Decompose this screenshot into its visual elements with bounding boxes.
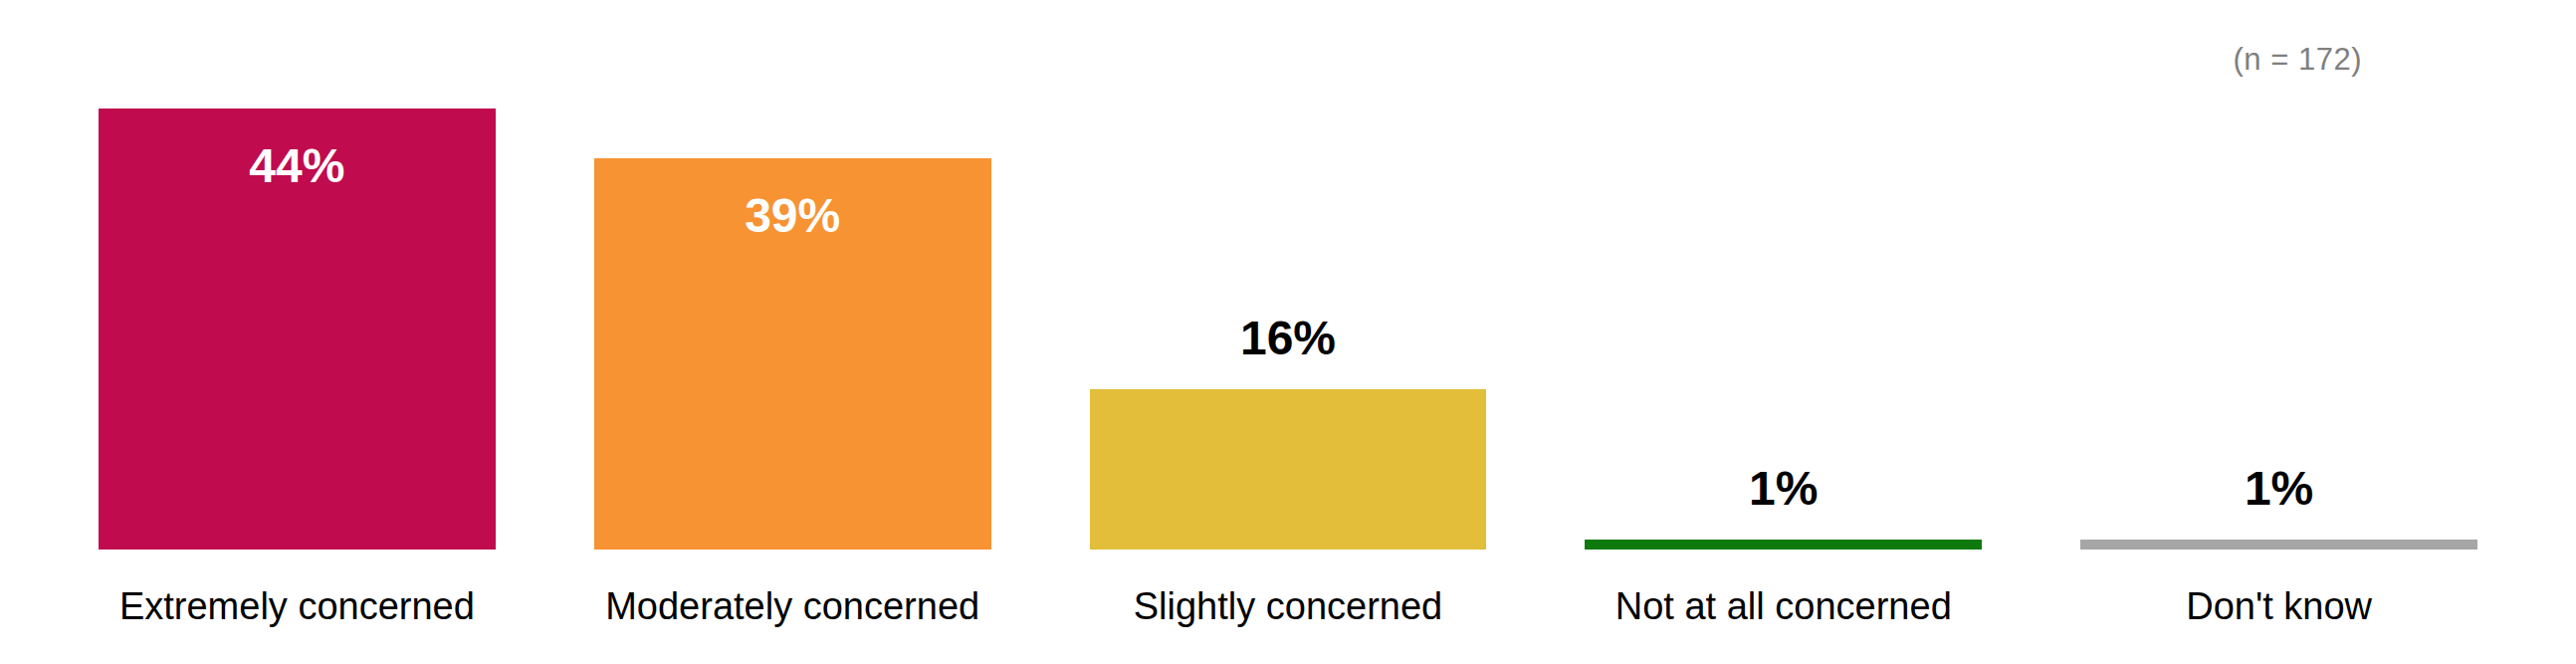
bar-moderately-concerned: 39% [594,158,991,550]
column-extremely-concerned: 44% [99,0,496,550]
value-label: 44% [99,138,496,193]
category-label-moderately-concerned: Moderately concerned [594,585,991,664]
value-label: 39% [594,188,991,243]
bar-slightly-concerned [1090,389,1487,550]
column-dont-know: 1% [2080,0,2477,550]
category-label-not-at-all-concerned: Not at all concerned [1585,585,1982,664]
value-label: 1% [2245,461,2313,516]
plot-area: 44% 39% 16% 1% 1% [0,0,2576,550]
category-label-dont-know: Don't know [2080,585,2477,664]
value-label: 1% [1749,461,1818,516]
bar-chart: (n = 172) 44% 39% 16% 1% 1% Extremely co… [0,0,2576,664]
column-slightly-concerned: 16% [1090,0,1487,550]
column-not-at-all-concerned: 1% [1585,0,1982,550]
category-axis: Extremely concerned Moderately concerned… [0,550,2576,664]
value-label: 16% [1240,311,1336,365]
bar-not-at-all-concerned [1585,540,1982,550]
category-label-extremely-concerned: Extremely concerned [99,585,496,664]
bar-dont-know [2080,540,2477,550]
category-label-slightly-concerned: Slightly concerned [1090,585,1487,664]
bar-extremely-concerned: 44% [99,109,496,550]
column-moderately-concerned: 39% [594,0,991,550]
